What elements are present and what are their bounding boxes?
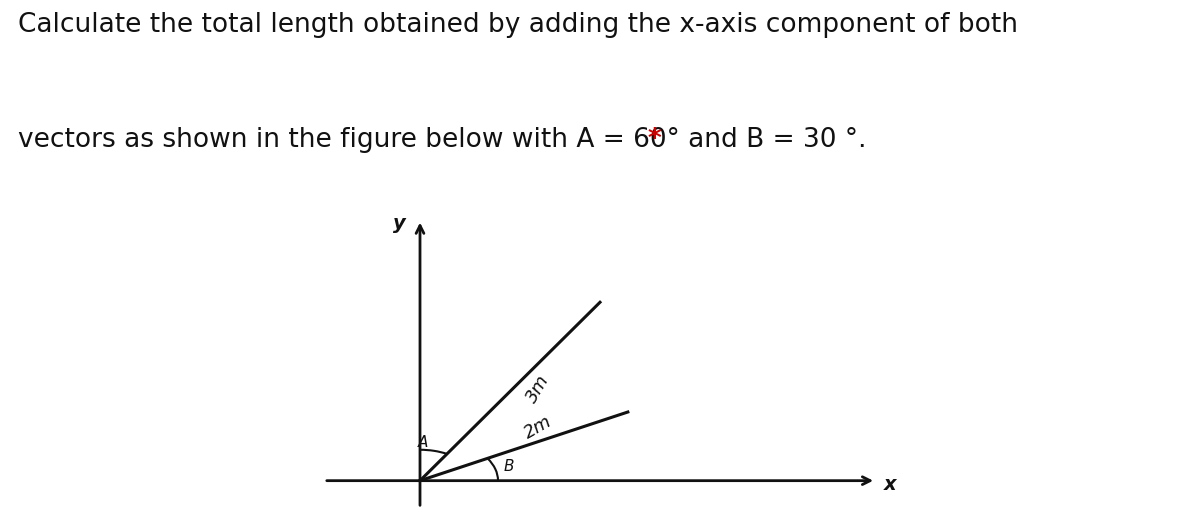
Text: Calculate the total length obtained by adding the x-axis component of both: Calculate the total length obtained by a… (18, 11, 1018, 38)
Text: y: y (394, 214, 406, 233)
Text: B: B (504, 459, 515, 474)
Text: 3m: 3m (523, 372, 553, 406)
Text: x: x (884, 475, 896, 493)
Text: A: A (418, 435, 428, 450)
Text: *: * (648, 127, 661, 153)
Text: vectors as shown in the figure below with A = 60° and B = 30 °.: vectors as shown in the figure below wit… (18, 127, 875, 153)
Text: 2m: 2m (521, 413, 556, 442)
